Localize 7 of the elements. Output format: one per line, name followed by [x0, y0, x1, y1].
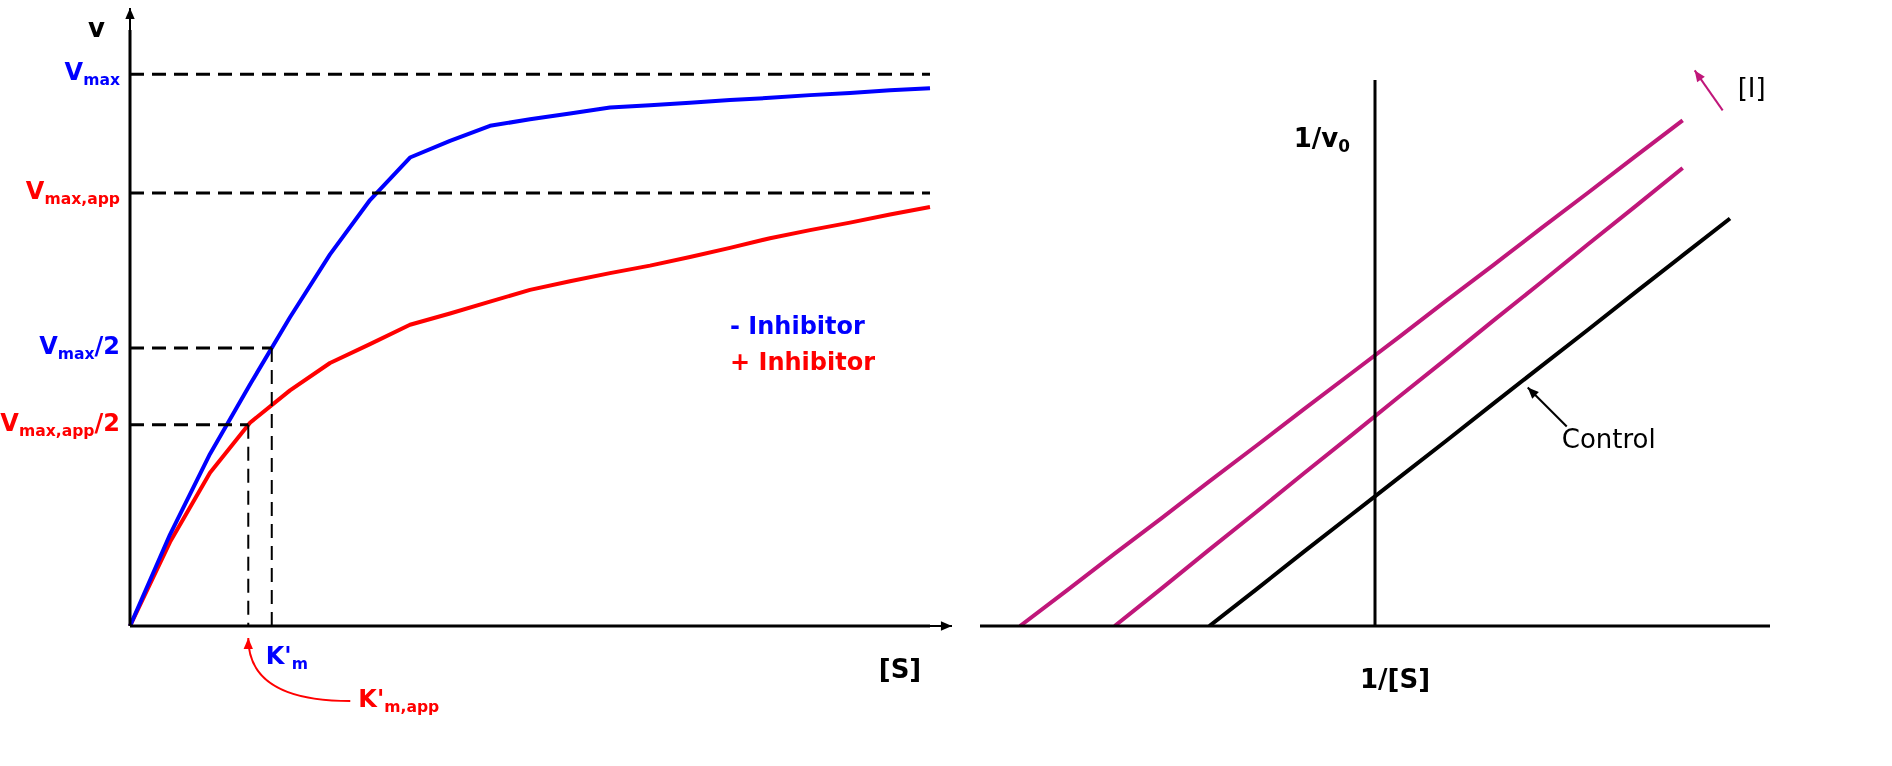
- x-axis-title: 1/[S]: [1359, 663, 1431, 694]
- legend-label: Control: [1561, 424, 1656, 455]
- text: + Inhibitor: [730, 348, 876, 377]
- text: [I]: [1737, 73, 1766, 104]
- y-axis-title: v: [88, 12, 106, 43]
- x-axis-title: [S]: [878, 653, 922, 684]
- text: - Inhibitor: [730, 312, 866, 341]
